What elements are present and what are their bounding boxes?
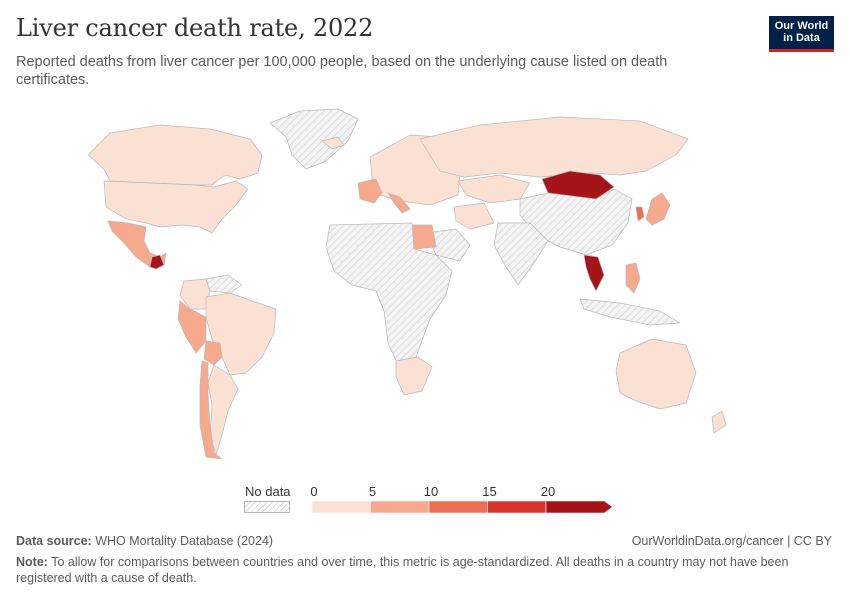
region-japan[interactable]	[645, 192, 671, 226]
region-argentina[interactable]	[207, 364, 239, 456]
legend-tick-label: 20	[540, 484, 556, 499]
region-chile[interactable]	[199, 360, 223, 460]
source-text[interactable]: WHO Mortality Database (2024)	[95, 534, 274, 548]
source-label: Data source:	[16, 534, 92, 548]
region-greenland[interactable]	[269, 108, 359, 170]
logo-line-1: Our World	[774, 20, 829, 32]
world-map[interactable]	[0, 95, 850, 465]
legend-color-bar[interactable]	[312, 500, 612, 516]
region-south-africa[interactable]	[395, 356, 433, 396]
legend-tick-label: 15	[482, 484, 497, 499]
owid-logo[interactable]: Our World in Data	[769, 16, 834, 52]
logo-line-2: in Data	[783, 32, 820, 44]
region-thailand[interactable]	[583, 254, 605, 292]
region-united-states[interactable]	[103, 180, 249, 234]
region-guatemala[interactable]	[149, 254, 165, 270]
legend-no-data-swatch[interactable]	[244, 501, 290, 513]
legend-bin-1[interactable]	[370, 500, 430, 514]
region-mexico[interactable]	[107, 220, 167, 268]
chart-subtitle: Reported deaths from liver cancer per 10…	[16, 54, 668, 88]
data-source: Data source: WHO Mortality Database (202…	[16, 534, 273, 548]
region-bolivia[interactable]	[203, 340, 223, 366]
region-india[interactable]	[493, 222, 549, 286]
chart-title: Liver cancer death rate, 2022	[16, 14, 374, 42]
legend-tick-label: 0	[310, 484, 318, 499]
region-new-zealand[interactable]	[711, 410, 727, 434]
region-russia[interactable]	[419, 116, 689, 178]
source-url[interactable]: OurWorldinData.org/cancer | CC BY	[631, 534, 832, 548]
legend-bin-4[interactable]	[545, 500, 612, 514]
region-indonesia[interactable]	[579, 298, 681, 326]
region-iceland[interactable]	[321, 136, 345, 150]
region-venezuela[interactable]	[205, 274, 243, 294]
region-iran[interactable]	[453, 202, 495, 230]
legend-tick-label: 10	[423, 484, 439, 499]
legend-no-data-label: No data	[245, 484, 291, 499]
legend-bin-3[interactable]	[487, 500, 547, 514]
region-canada[interactable]	[87, 124, 263, 186]
region-brazil[interactable]	[205, 292, 277, 376]
region-italy[interactable]	[387, 192, 411, 214]
region-saudi-arabia[interactable]	[425, 228, 471, 262]
region-australia[interactable]	[615, 338, 697, 410]
region-france[interactable]	[357, 178, 383, 204]
legend-tick-label: 5	[368, 484, 377, 499]
region-kazakhstan[interactable]	[457, 174, 531, 204]
note-label: Note:	[16, 555, 48, 569]
region-south-korea[interactable]	[635, 206, 645, 222]
region-philippines[interactable]	[625, 262, 641, 294]
note-text: To allow for comparisons between countri…	[16, 555, 789, 585]
region-egypt[interactable]	[411, 224, 437, 250]
footnote: Note: To allow for comparisons between c…	[16, 554, 826, 586]
region-peru[interactable]	[177, 300, 207, 354]
legend-bin-0[interactable]	[312, 500, 371, 514]
legend-bin-2[interactable]	[428, 500, 488, 514]
